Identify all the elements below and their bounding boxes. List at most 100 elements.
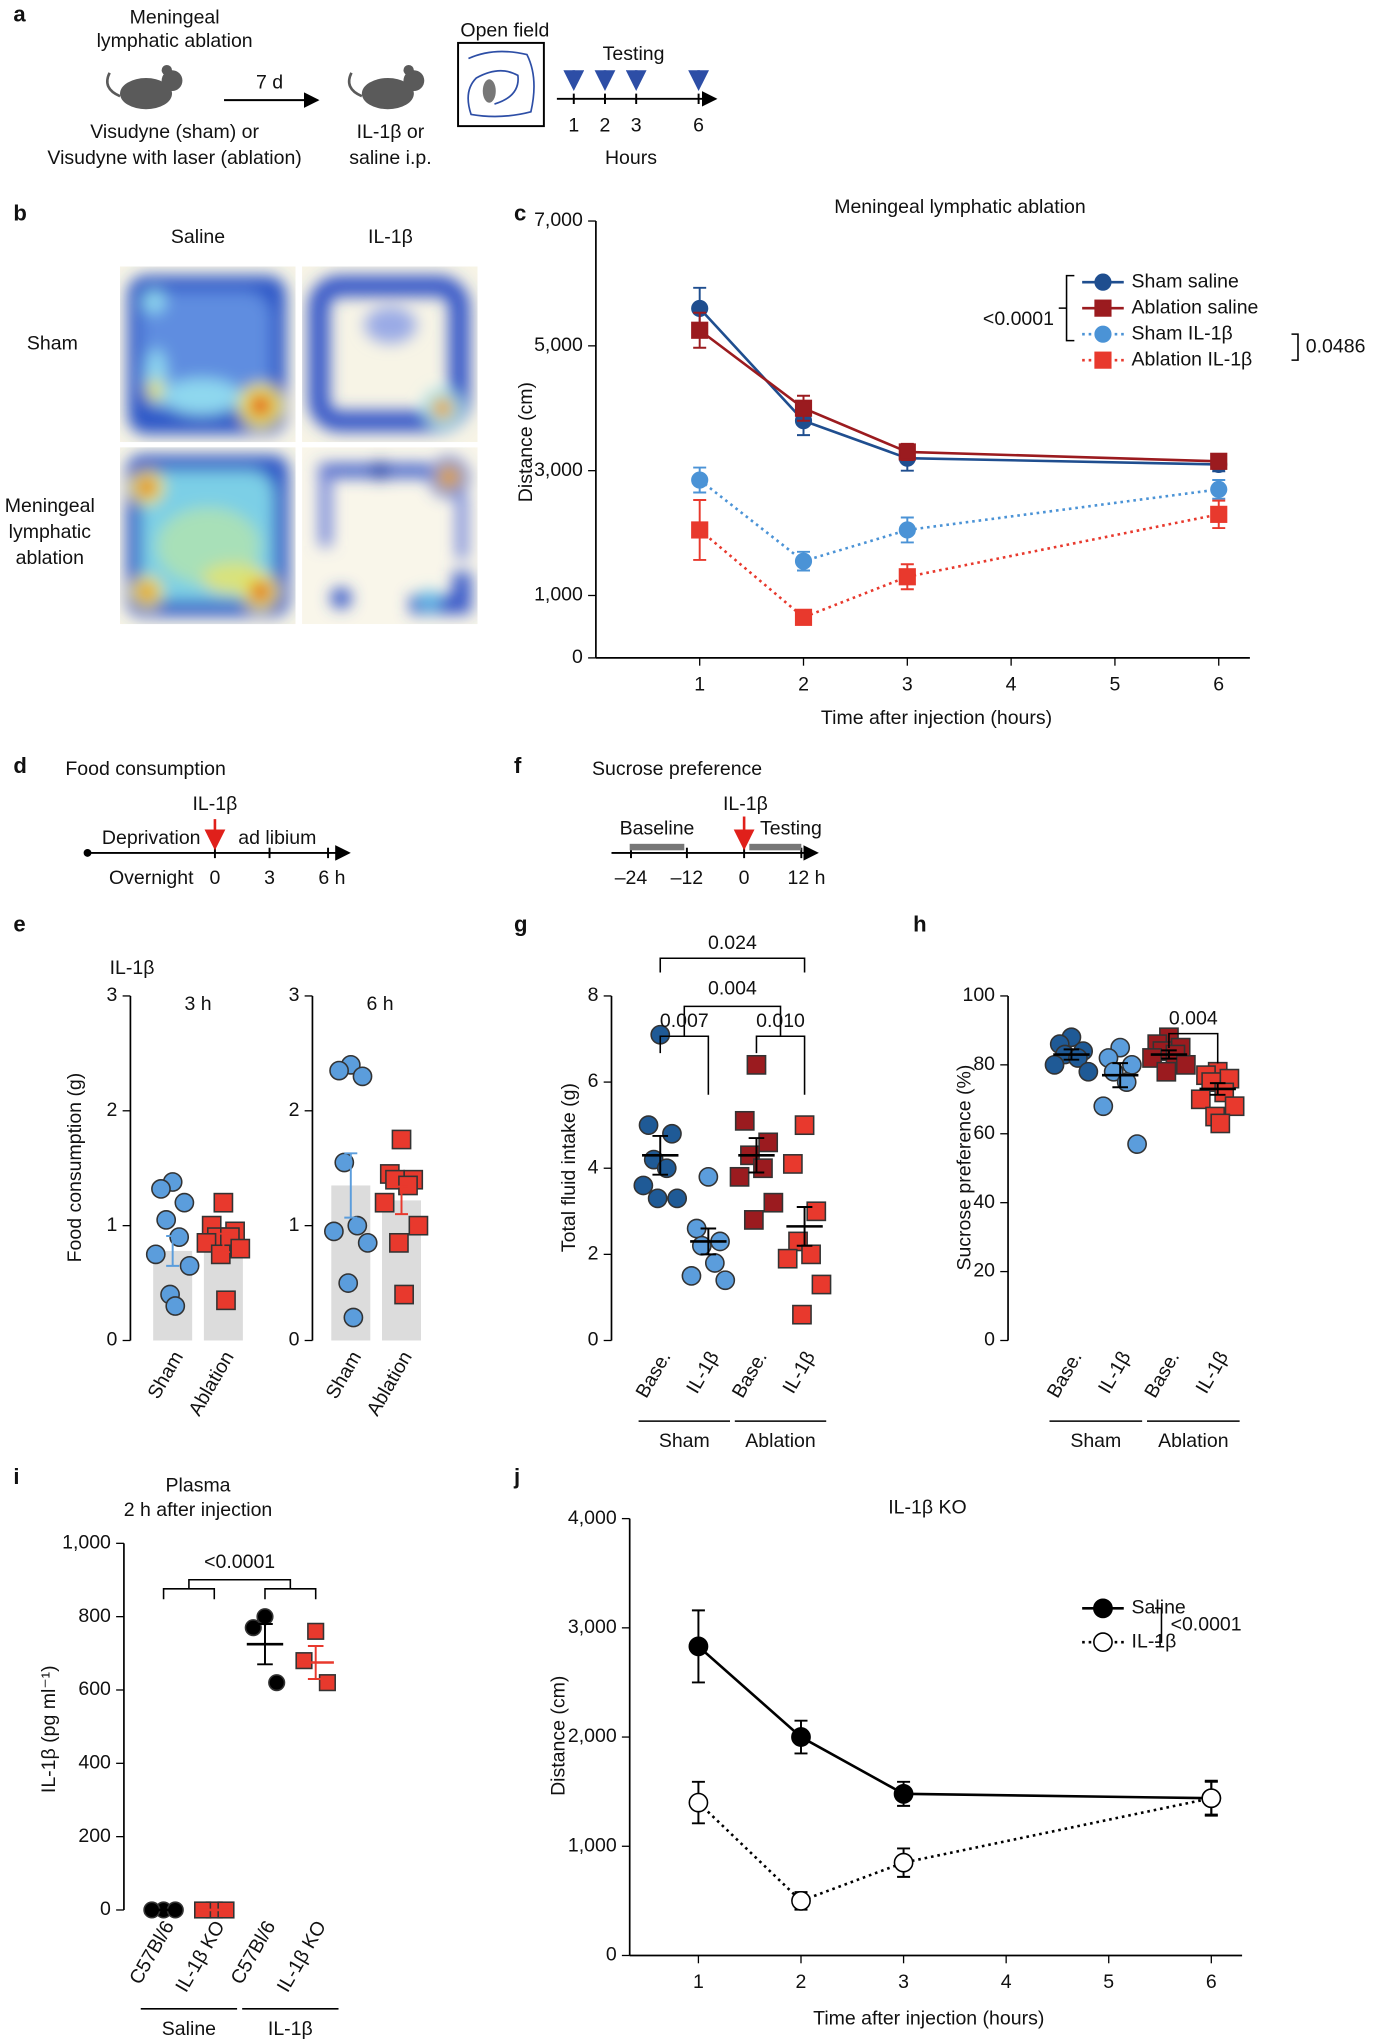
p-value: 0.007 [660, 1010, 709, 1032]
marker [667, 1188, 688, 1209]
y-tick-label: 1,000 [62, 1531, 111, 1553]
y-tick-label: 6 [588, 1070, 599, 1092]
marker [329, 1060, 349, 1081]
marker [1190, 1089, 1211, 1110]
mouse-icon [106, 65, 183, 110]
label: Hours [605, 147, 657, 169]
marker [244, 1619, 262, 1637]
label: Deprivation [102, 827, 201, 849]
significance-bracket [683, 1005, 782, 1037]
x-tick-label: 4 [1006, 673, 1017, 695]
label: 0 [210, 867, 221, 889]
label: IL-1β [723, 793, 768, 815]
marker [704, 1253, 725, 1273]
x-tick-label: Base. [1140, 1348, 1184, 1402]
significance-bracket [162, 1588, 216, 1600]
y-tick-label: 3 [107, 984, 118, 1006]
label: Visudyne with laser (ablation) [47, 147, 301, 169]
marker [391, 1129, 412, 1150]
legend-label: Saline [1132, 1596, 1186, 1618]
error-bar [652, 1134, 669, 1176]
x-tick-label: 2 [796, 1971, 807, 1993]
x-tick-label: 2 [798, 673, 809, 695]
marker [179, 1255, 200, 1276]
p-value: 0.010 [756, 1010, 805, 1032]
y-tick-label: 0 [984, 1329, 995, 1351]
marker [688, 1636, 709, 1657]
error-bar [1209, 1082, 1226, 1096]
marker [151, 1179, 171, 1199]
timeline [87, 845, 351, 861]
p-value: 0.024 [708, 932, 757, 954]
label: ablation [16, 547, 84, 569]
marker [681, 1266, 702, 1286]
legend-label: IL-1β [1132, 1630, 1177, 1652]
y-tick-label: 4 [588, 1156, 599, 1178]
error-bar [344, 1152, 358, 1219]
y-tick-label: 40 [973, 1191, 995, 1213]
open-field-box [457, 41, 545, 128]
marker [794, 1115, 815, 1136]
label: Meningeal [130, 6, 220, 28]
baseline-period [629, 843, 685, 851]
error-bar [1063, 1048, 1080, 1061]
label: Saline [171, 226, 225, 248]
error-bar [796, 1206, 813, 1247]
marker [338, 1273, 359, 1293]
panel-label: h [913, 912, 927, 937]
significance-bracket [1058, 274, 1075, 342]
p-value: <0.0001 [204, 1551, 275, 1573]
y-axis-label: Distance (cm) [515, 382, 537, 502]
marker [216, 1290, 236, 1311]
marker [782, 1154, 803, 1174]
x-tick-label: C57Bl/6 [227, 1917, 281, 1988]
y-tick-label: 20 [973, 1260, 995, 1282]
x-tick-label: Base. [1043, 1348, 1087, 1402]
chart-title: 2 h after injection [124, 1499, 273, 1521]
marker [145, 1244, 166, 1265]
marker [794, 399, 813, 417]
marker [1093, 1598, 1113, 1619]
y-tick-label: 0 [588, 1329, 599, 1351]
y-axis-label: Distance (cm) [548, 1676, 570, 1796]
label: –12 [671, 867, 704, 889]
x-tick-label: Base. [728, 1348, 772, 1402]
x-axis-label: Time after injection (hours) [813, 2007, 1044, 2029]
y-tick-label: 2 [107, 1099, 118, 1121]
y-axis-label: IL-1β (pg ml⁻¹) [38, 1665, 60, 1793]
heatmap [302, 447, 478, 625]
x-tick-label: 3 [902, 673, 913, 695]
marker [662, 1123, 682, 1144]
legend-label: Sham IL-1β [1132, 322, 1233, 344]
error-bar [257, 1623, 273, 1666]
marker [398, 1175, 418, 1196]
significance-bracket [188, 1578, 292, 1589]
marker [169, 1227, 190, 1248]
y-tick-label: 0 [606, 1944, 617, 1966]
group-label: Saline [162, 2018, 216, 2040]
marker [1210, 480, 1228, 498]
label: IL-1β [193, 793, 238, 815]
marker [389, 1232, 409, 1253]
marker [318, 1674, 336, 1692]
marker [794, 608, 813, 626]
marker [801, 1244, 821, 1265]
marker [1122, 1054, 1142, 1075]
group-label: Ablation [745, 1430, 815, 1452]
panel-label: a [13, 1, 26, 26]
x-axis-label: Time after injection (hours) [821, 707, 1052, 729]
significance-bracket [755, 1035, 806, 1095]
error-bar [395, 1185, 409, 1216]
label: Overnight [109, 867, 194, 889]
y-tick-label: 200 [78, 1825, 111, 1847]
x-tick-label: 1 [694, 673, 705, 695]
panel-label: e [13, 912, 25, 937]
marker [1094, 299, 1112, 317]
marker [156, 1210, 177, 1230]
marker [307, 1622, 325, 1640]
significance-bracket [264, 1588, 317, 1600]
y-tick-label: 80 [973, 1053, 995, 1075]
y-tick-label: 3,000 [568, 1616, 617, 1638]
label: 6 [693, 114, 704, 136]
y-tick-label: 0 [289, 1329, 300, 1351]
